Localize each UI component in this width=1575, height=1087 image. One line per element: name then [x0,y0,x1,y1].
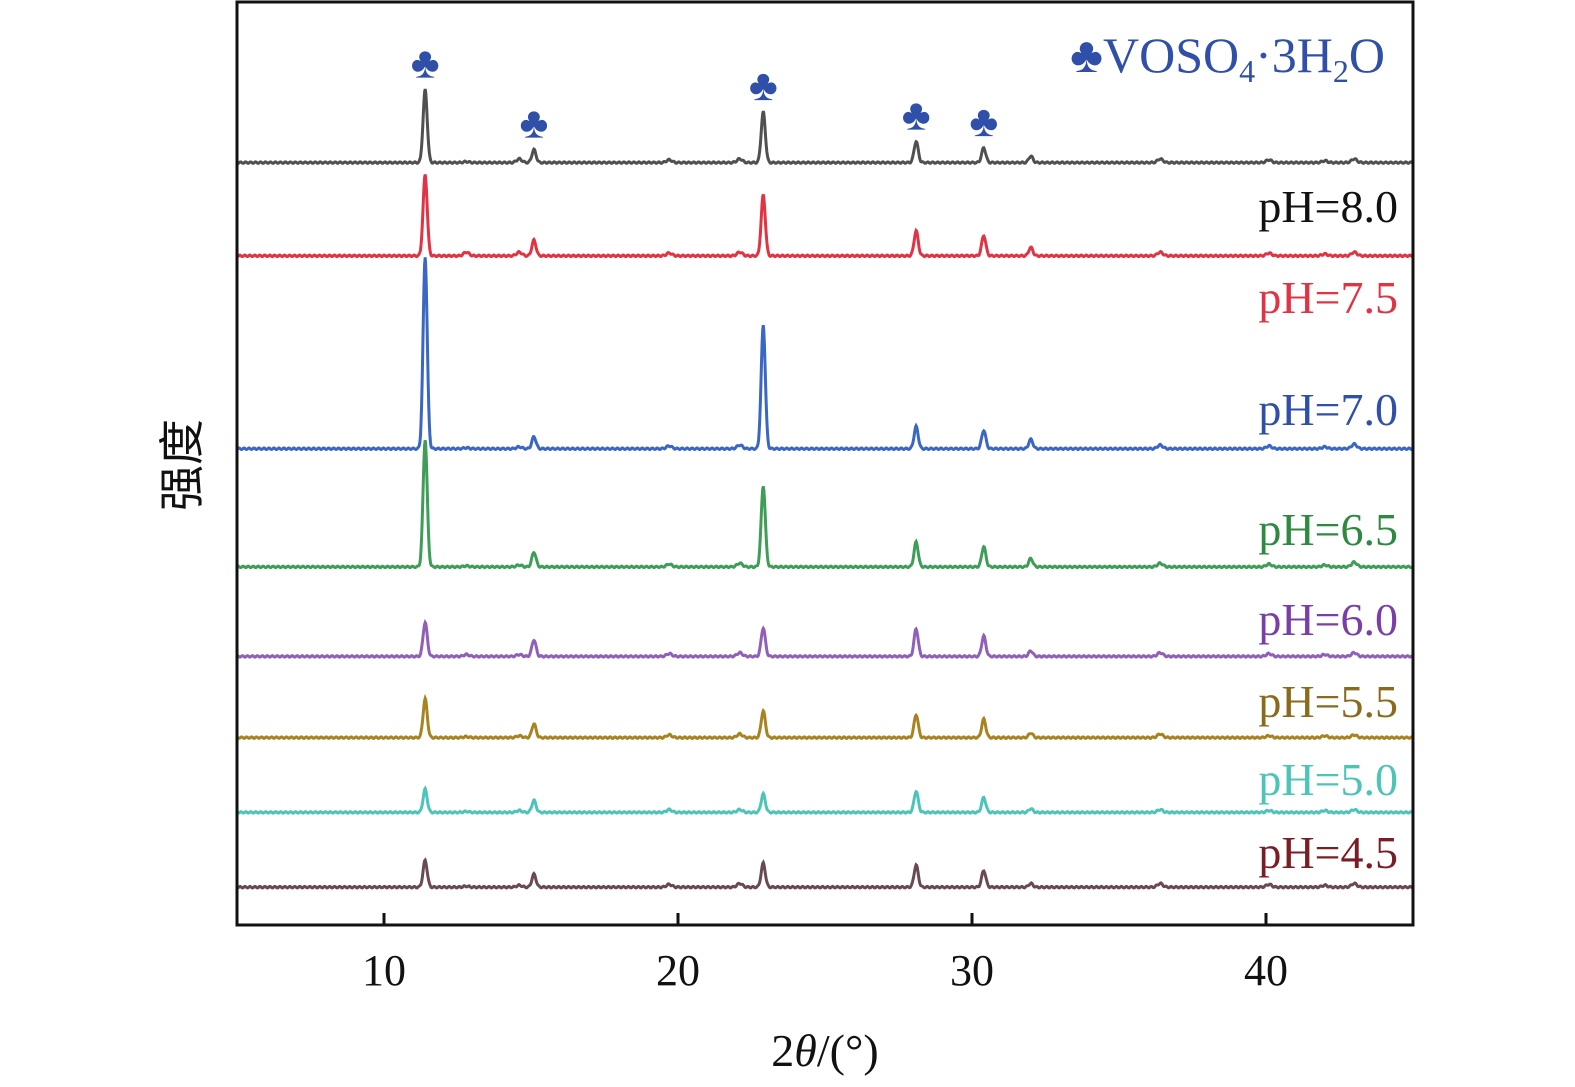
series-label: pH=4.5 [1258,827,1398,878]
series-label: pH=7.5 [1258,272,1398,323]
legend-text-1: VOSO [1103,27,1239,83]
club-marker-icon: ♣ [902,90,931,139]
x-tick-label: 40 [1244,946,1288,995]
club-marker-icon: ♣ [749,61,778,110]
series-line-pH=7.5 [236,174,1414,259]
legend-text-2: ·3H [1255,27,1333,83]
x-axis-ticks: 10 20 30 40 [362,913,1288,995]
series-label: pH=5.5 [1258,676,1398,727]
club-marker-icon: ♣ [520,99,549,148]
series-label: pH=6.5 [1258,504,1398,555]
series-line-pH=5.5 [236,693,1415,741]
plot-frame [235,0,1415,927]
x-axis-label-part: 2 [771,1025,794,1076]
x-tick-label: 10 [362,946,406,995]
legend: ♣VOSO4·3H2O [1070,27,1385,89]
series-label: pH=5.0 [1258,754,1398,805]
x-axis-label-unit: /(°) [817,1025,879,1076]
series-labels: pH=8.0 pH=7.5 pH=7.0 pH=6.5 pH=6.0 pH=5.5 pH=5… [1258,181,1398,878]
peak-markers: ♣ ♣ ♣ ♣ ♣ [411,39,998,148]
series-label: pH=6.0 [1258,594,1398,645]
series-line-pH=6.0 [236,619,1414,659]
series-line-pH=7.0 [236,257,1414,452]
club-marker-icon: ♣ [969,97,998,146]
series-label: pH=7.0 [1258,384,1398,435]
legend-sub-2: 2 [1333,53,1349,89]
y-axis-label: 强度 [157,419,208,511]
legend-text-3: O [1349,27,1385,83]
x-axis-label-theta: θ [794,1025,817,1076]
x-tick-label: 30 [950,946,994,995]
series-line-pH=6.5 [236,440,1414,570]
series-layer [236,88,1415,890]
club-marker-icon: ♣ [411,39,440,88]
series-line-pH=5.0 [236,785,1414,815]
series-line-pH=8.0 [236,88,1414,165]
series-label: pH=8.0 [1258,181,1398,232]
x-tick-label: 20 [656,946,700,995]
x-axis-label: 2θ/(°) [771,1025,878,1076]
legend-sub-1: 4 [1239,53,1255,89]
series-line-pH=4.5 [236,857,1414,890]
legend-club-icon: ♣ [1070,27,1103,83]
